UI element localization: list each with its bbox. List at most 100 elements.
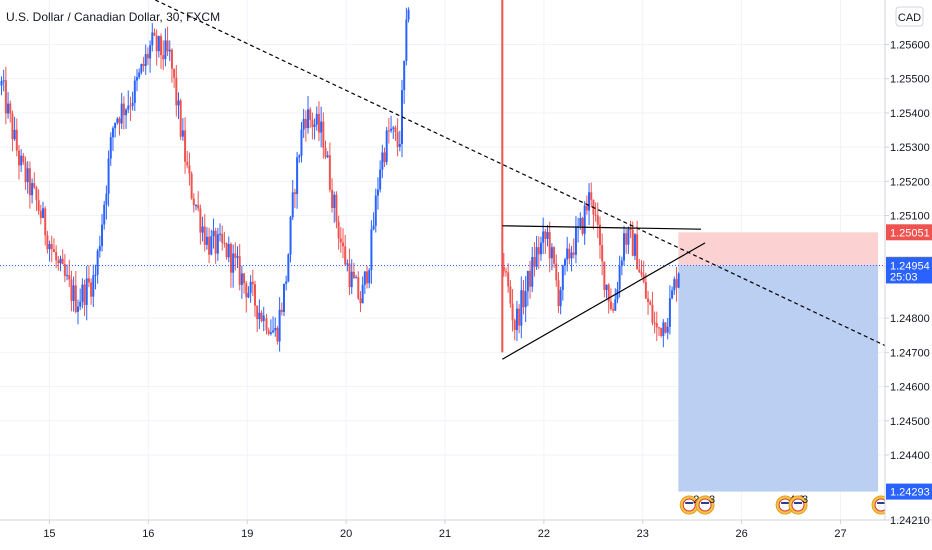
- y-tick-label: 1.25400: [890, 108, 930, 120]
- candle-body: [192, 198, 195, 206]
- candle-body: [85, 278, 88, 305]
- y-tick-label: 1.25300: [890, 142, 930, 154]
- candle-body: [509, 286, 512, 304]
- candle-body: [208, 236, 211, 255]
- candle-body: [524, 291, 527, 308]
- candle-body: [50, 244, 53, 250]
- candle-body: [546, 232, 549, 239]
- candle-body: [355, 277, 358, 279]
- candle-body: [61, 258, 64, 265]
- candle-body: [109, 137, 112, 159]
- candle-body: [673, 279, 676, 291]
- candle-body: [37, 200, 40, 211]
- candle-body: [135, 77, 138, 81]
- candle-body: [267, 330, 270, 334]
- candle-body: [324, 147, 327, 158]
- candle-body: [98, 246, 101, 251]
- currency-button[interactable]: CAD: [895, 6, 924, 27]
- candle-body: [120, 103, 123, 124]
- candle-body: [383, 152, 386, 163]
- candle-body: [623, 233, 626, 261]
- candle-body: [74, 285, 77, 312]
- candle-body: [57, 260, 60, 264]
- candle-body: [350, 271, 353, 288]
- candle-body: [87, 278, 90, 283]
- candle-body: [55, 251, 58, 261]
- candle-body: [333, 194, 336, 209]
- candle-body: [337, 221, 340, 239]
- candle-body: [655, 323, 658, 328]
- news-markers: 2 334 332: [679, 494, 891, 515]
- candle-body: [24, 162, 27, 183]
- candle-body: [247, 293, 250, 298]
- candle-body: [344, 246, 347, 265]
- candle-body: [561, 265, 564, 290]
- candle-body: [326, 155, 329, 158]
- candle-body: [140, 64, 143, 73]
- candle-body: [366, 271, 369, 284]
- candle-body: [46, 235, 49, 250]
- news-marker-icon[interactable]: 3: [788, 494, 808, 515]
- candle-body: [20, 155, 23, 166]
- candle-body: [568, 248, 571, 259]
- trendline[interactable]: [502, 225, 702, 230]
- candle-body: [251, 281, 254, 285]
- candle-body: [629, 229, 632, 231]
- candle-body: [122, 103, 125, 116]
- candle-body: [272, 330, 275, 333]
- candle-body: [287, 254, 290, 282]
- candle-body: [662, 322, 665, 337]
- candle-body: [66, 275, 69, 277]
- candle-body: [651, 304, 654, 323]
- candle-body: [175, 77, 178, 106]
- candle-body: [526, 270, 529, 292]
- stop-loss-zone[interactable]: [678, 232, 879, 266]
- candle-body: [81, 284, 84, 302]
- candle-body: [42, 208, 45, 218]
- candle-body: [4, 80, 7, 114]
- candle-body: [256, 305, 259, 320]
- trendline[interactable]: [154, 0, 886, 347]
- candle-body: [92, 275, 95, 297]
- candle-body: [35, 187, 38, 201]
- candle-body: [368, 270, 371, 284]
- candle-body: [153, 32, 156, 36]
- trendline[interactable]: [502, 242, 706, 360]
- candle-body: [90, 282, 93, 297]
- x-tick-label: 20: [340, 528, 352, 540]
- candle-body: [550, 247, 553, 259]
- candle-body: [307, 109, 310, 129]
- candle-body: [339, 238, 342, 243]
- candle-body: [103, 204, 106, 225]
- candle-body: [265, 318, 268, 331]
- candle-body: [304, 118, 307, 129]
- news-marker-count: 3: [802, 494, 808, 506]
- candle-body: [311, 119, 314, 127]
- candle-body: [285, 281, 288, 284]
- candle-body: [302, 118, 305, 130]
- candle-body: [322, 121, 325, 148]
- candle-body: [537, 247, 540, 255]
- candle-body: [381, 152, 384, 170]
- take-profit-zone[interactable]: [678, 265, 879, 492]
- candle-body: [518, 308, 521, 326]
- candle-body: [216, 234, 219, 254]
- candle-body: [574, 227, 577, 255]
- price-label-value: 1.24954: [890, 260, 930, 272]
- news-marker-icon[interactable]: 3: [695, 494, 715, 515]
- candle-body: [289, 217, 292, 255]
- candle-body: [293, 192, 296, 195]
- candle-body: [229, 244, 232, 273]
- candle-body: [7, 103, 10, 114]
- candle-body: [671, 290, 674, 299]
- candle-body: [63, 264, 66, 276]
- candle-body: [48, 244, 51, 250]
- candle-body: [531, 257, 534, 287]
- candle-body: [620, 260, 623, 267]
- candle-body: [553, 247, 556, 264]
- candle-body: [160, 36, 163, 56]
- candles: [0, 0, 680, 353]
- candle-body: [583, 205, 586, 234]
- candle-body: [151, 32, 154, 46]
